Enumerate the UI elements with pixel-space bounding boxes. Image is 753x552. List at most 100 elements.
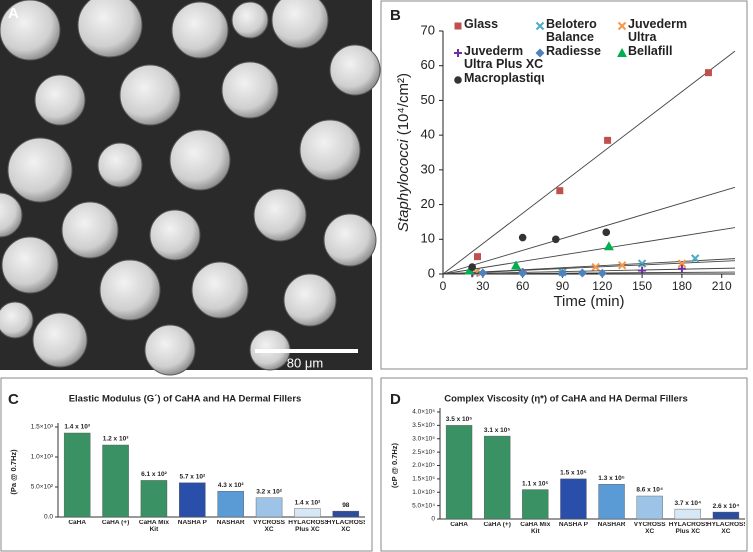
- x-tick-label: NASHA P: [178, 520, 207, 526]
- x-tick-label: NASHA P: [559, 522, 588, 528]
- x-tick-label: VYCROSS XC: [253, 520, 285, 533]
- panel-label: B: [390, 7, 401, 24]
- x-tick-label: CaHA: [68, 520, 87, 526]
- bar: [179, 482, 206, 518]
- x-tick-label: HYLACROSS Plus XC: [668, 522, 707, 535]
- x-tick-label: CaHA Mix Kit: [138, 520, 169, 533]
- chart-title: Complex Viscosity (η*) of CaHA and HA De…: [444, 394, 688, 405]
- x-tick-label: NASHAR: [216, 520, 245, 526]
- point: [518, 233, 527, 242]
- y-tick-label: 1.0×10⁵: [412, 489, 435, 496]
- legend-label: Glass: [464, 18, 499, 31]
- sphere: [149, 209, 201, 261]
- legend-label: Radiesse: [546, 45, 601, 58]
- x-tick-label: CaHA Mix Kit: [520, 522, 551, 535]
- x-tick-label: CaHA: [450, 522, 468, 528]
- sphere: [97, 142, 143, 188]
- value-label: 3.5 x 10⁵: [446, 416, 473, 423]
- bar: [445, 425, 473, 520]
- x-tick-label: HYLACROSS Plus XC: [668, 522, 707, 535]
- x-tick-label: VYCROSS XC: [634, 522, 666, 535]
- x-tick-label: CaHA Mix Kit: [138, 520, 169, 533]
- sphere: [77, 0, 143, 58]
- point: [638, 266, 647, 275]
- value-label: 3.2 x 10²: [256, 489, 282, 496]
- x-tick-label: 210: [712, 279, 732, 293]
- point: [597, 268, 607, 278]
- point: [577, 268, 587, 278]
- y-tick-label: 0: [428, 265, 435, 280]
- x-tick-label: 0: [440, 279, 447, 293]
- panel-frame: [380, 0, 748, 370]
- legend-marker: [535, 21, 545, 31]
- fit-line: [442, 260, 736, 275]
- fit-line: [442, 50, 736, 275]
- legend-marker: [535, 48, 545, 58]
- point: [604, 136, 612, 144]
- sphere: [0, 0, 61, 61]
- x-tick-label: CaHA (+): [483, 522, 511, 528]
- sphere: [34, 74, 86, 126]
- point: [603, 241, 614, 251]
- value-label: 4.3 x 10²: [218, 482, 244, 489]
- point: [602, 228, 611, 237]
- fit-line: [442, 186, 736, 275]
- legend-label: Macroplastique: [464, 72, 544, 85]
- y-axis-label-name: Staphylococci: [395, 139, 412, 232]
- x-tick-label: CaHA: [68, 520, 87, 526]
- value-label: 8.6 x 10⁴: [636, 487, 663, 494]
- x-tick-label: HYLACROSS XC: [707, 522, 745, 535]
- panel-label: D: [390, 391, 401, 408]
- y-tick-label: 0: [431, 516, 435, 523]
- x-tick-label: 180: [672, 279, 692, 293]
- value-label: 1.2 x 10³: [103, 436, 129, 443]
- y-tick-label: 5.0×10⁴: [412, 502, 435, 509]
- x-tick-label: CaHA (+): [483, 522, 511, 528]
- y-axis-label: (Pa @ 0.7Hz): [9, 449, 18, 495]
- legend-marker: [454, 76, 462, 84]
- sphere: [231, 1, 269, 39]
- sphere: [283, 273, 337, 327]
- sphere: [1, 236, 59, 294]
- bar: [712, 511, 740, 520]
- y-tick-label: 60: [421, 57, 435, 72]
- bar: [140, 480, 168, 518]
- bar: [102, 444, 129, 518]
- sphere: [299, 119, 361, 181]
- panel-label: C: [8, 391, 19, 408]
- value-label: 2.6 x 10⁴: [713, 503, 740, 510]
- point: [552, 235, 560, 244]
- legend-label: Bellafill: [628, 45, 673, 58]
- x-tick-label: 120: [592, 279, 612, 293]
- legend-marker: [454, 22, 462, 30]
- value-label: 1.4 x 10³: [64, 424, 90, 431]
- point: [690, 254, 700, 263]
- legend-marker: [617, 21, 627, 31]
- x-tick-label: 90: [556, 279, 570, 293]
- sphere: [191, 261, 249, 319]
- bar: [674, 508, 701, 520]
- scale-bar-label: 80 μm: [287, 355, 323, 370]
- y-tick-label: 1.5×10³: [31, 424, 54, 431]
- bar: [598, 484, 625, 520]
- point: [464, 265, 475, 275]
- legend-label: Bellafill: [628, 45, 673, 58]
- sphere: [32, 312, 88, 368]
- spheres: [0, 0, 381, 376]
- x-tick-label: CaHA: [450, 522, 468, 528]
- point: [474, 253, 482, 261]
- x-tick-label: CaHA Mix Kit: [520, 522, 551, 535]
- value-label: 1.3 x 10⁵: [598, 475, 625, 482]
- y-axis-label: (cP @ 0.7Hz): [390, 442, 399, 488]
- point: [518, 268, 528, 278]
- x-tick-label: NASHAR: [598, 522, 626, 528]
- legend-marker: [617, 48, 627, 57]
- bar: [255, 497, 283, 518]
- bar: [636, 495, 663, 520]
- sphere: [0, 301, 34, 339]
- chart-title: Elastic Modulus (G´) of CaHA and HA Derm…: [69, 394, 302, 405]
- point: [677, 259, 687, 268]
- y-tick-label: 0.0: [44, 514, 53, 521]
- y-tick-label: 70: [421, 22, 435, 37]
